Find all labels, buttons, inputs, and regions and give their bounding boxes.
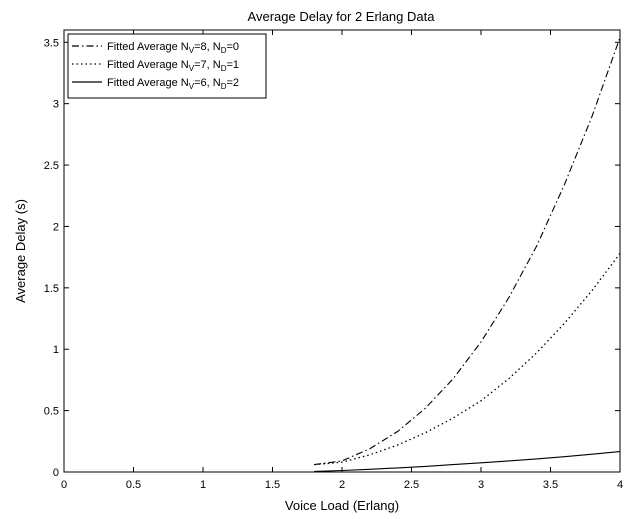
series-line-3 bbox=[314, 451, 621, 472]
y-axis-label: Average Delay (s) bbox=[13, 199, 28, 303]
x-tick-label: 2 bbox=[339, 479, 345, 491]
series-line-1 bbox=[314, 37, 621, 466]
x-tick-label: 4 bbox=[617, 479, 623, 491]
chart-title: Average Delay for 2 Erlang Data bbox=[248, 9, 436, 24]
legend-label-3: Fitted Average NV=6, ND=2 bbox=[107, 77, 239, 91]
x-axis-ticks: 0 0.5 1 1.5 2 2.5 3 3.5 4 bbox=[61, 30, 623, 491]
x-tick-label: 1.5 bbox=[265, 479, 280, 491]
x-tick-label: 0 bbox=[61, 479, 67, 491]
y-tick-label: 0 bbox=[53, 467, 59, 479]
x-tick-label: 2.5 bbox=[404, 479, 419, 491]
series-line-2 bbox=[314, 253, 621, 466]
x-tick-label: 3.5 bbox=[543, 479, 558, 491]
plot-area bbox=[63, 29, 621, 473]
legend-label-2: Fitted Average NV=7, ND=1 bbox=[107, 59, 239, 73]
y-tick-label: 0.5 bbox=[44, 406, 59, 418]
x-tick-label: 3 bbox=[478, 479, 484, 491]
x-tick-label: 0.5 bbox=[126, 479, 141, 491]
y-tick-label: 1 bbox=[53, 344, 59, 356]
y-tick-label: 3 bbox=[53, 99, 59, 111]
legend-label-1: Fitted Average NV=8, ND=0 bbox=[107, 41, 239, 55]
y-tick-label: 2 bbox=[53, 221, 59, 233]
y-axis-ticks: 0 0.5 1 1.5 2 2.5 3 3.5 bbox=[44, 37, 620, 479]
y-tick-label: 1.5 bbox=[44, 283, 59, 295]
x-axis-label: Voice Load (Erlang) bbox=[285, 498, 399, 513]
series-layer bbox=[314, 37, 621, 472]
legend-box bbox=[67, 33, 267, 99]
y-tick-label: 2.5 bbox=[44, 160, 59, 172]
y-tick-label: 3.5 bbox=[44, 37, 59, 49]
legend: Fitted Average NV=8, ND=0 Fitted Average … bbox=[67, 33, 267, 99]
x-tick-label: 1 bbox=[200, 479, 206, 491]
